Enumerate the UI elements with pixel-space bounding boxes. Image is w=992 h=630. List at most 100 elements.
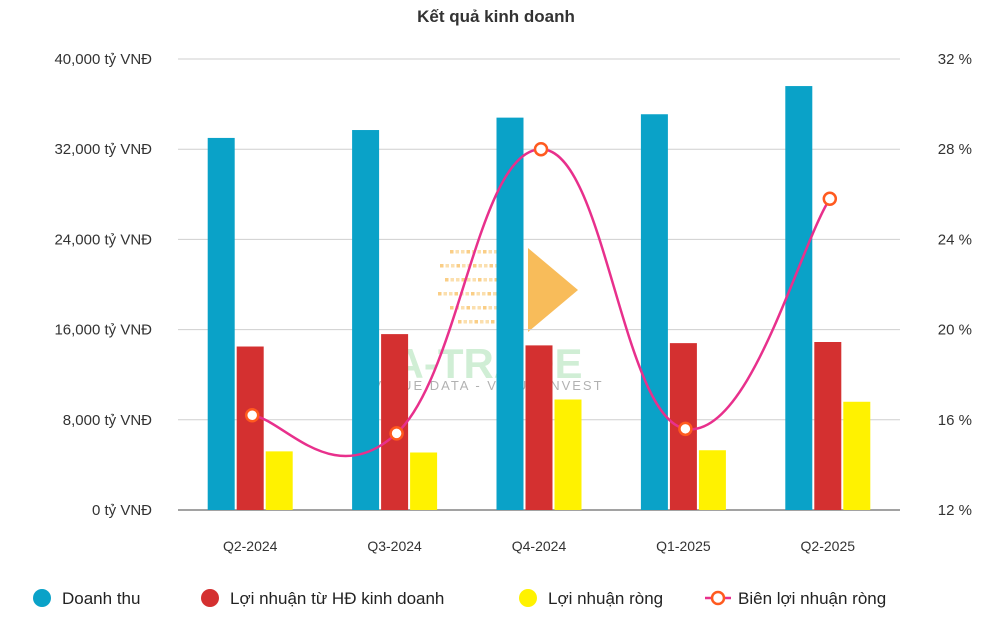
- y-left-tick-label: 24,000 tỷ VNĐ: [54, 231, 152, 248]
- watermark-dot: [469, 320, 473, 324]
- legend-marker: [201, 589, 219, 607]
- bar-loi-nhuan-hdkd: [525, 345, 553, 510]
- watermark-dot: [487, 292, 491, 296]
- chart-title: Kết quả kinh doanh: [417, 7, 575, 26]
- watermark-dot: [483, 250, 487, 254]
- watermark-dot: [491, 320, 495, 324]
- watermark-dot: [472, 306, 476, 310]
- y-left-tick-label: 32,000 tỷ VNĐ: [54, 141, 152, 158]
- watermark-dot: [473, 264, 477, 268]
- y-right-tick-label: 20 %: [938, 322, 972, 339]
- watermark-dot: [493, 292, 497, 296]
- watermark-dot: [476, 292, 480, 296]
- watermark-dot: [438, 292, 442, 296]
- y-right-tick-label: 16 %: [938, 412, 972, 429]
- bar-loi-nhuan-rong: [554, 399, 582, 510]
- legend-marker: [33, 589, 51, 607]
- legend-label: Doanh thu: [62, 589, 140, 608]
- watermark-dot: [472, 278, 476, 282]
- legend-label: Lợi nhuận ròng: [548, 589, 663, 608]
- watermark-dot: [450, 278, 454, 282]
- x-axis: Q2-2024 Q3-2024 Q4-2024 Q1-2025 Q2-2025: [223, 538, 855, 554]
- watermark-dot: [445, 278, 449, 282]
- bar-loi-nhuan-rong: [698, 450, 726, 510]
- legend-marker: [519, 589, 537, 607]
- y-right-tick-label: 12 %: [938, 502, 972, 519]
- y-left-tick-label: 40,000 tỷ VNĐ: [54, 51, 152, 68]
- watermark-dot: [488, 306, 492, 310]
- legend: Doanh thu Lợi nhuận từ HĐ kinh doanh Lợi n…: [33, 589, 886, 608]
- x-tick-label: Q2-2025: [801, 538, 856, 554]
- y-left-tick-label: 0 tỷ VNĐ: [92, 502, 152, 519]
- bar-doanh-thu: [785, 86, 813, 510]
- y-axis-left: 0 tỷ VNĐ 8,000 tỷ VNĐ 16,000 tỷ VNĐ 24,000 …: [54, 51, 152, 519]
- watermark-dot: [474, 320, 478, 324]
- watermark-dot: [462, 264, 466, 268]
- watermark-dot: [494, 250, 498, 254]
- watermark-dot: [489, 278, 493, 282]
- bar-loi-nhuan-hdkd: [236, 346, 264, 510]
- bar-doanh-thu: [640, 114, 668, 510]
- watermark-dot: [477, 250, 481, 254]
- margin-point: [678, 421, 693, 437]
- watermark-dot: [440, 264, 444, 268]
- watermark-dot: [467, 278, 471, 282]
- bar-loi-nhuan-hdkd: [381, 334, 409, 510]
- margin-line: [244, 141, 838, 458]
- bar-doanh-thu: [496, 117, 524, 510]
- bar-loi-nhuan-rong: [410, 452, 438, 510]
- watermark-dot: [478, 278, 482, 282]
- y-right-tick-label: 32 %: [938, 51, 972, 68]
- x-tick-label: Q3-2024: [367, 538, 422, 554]
- watermark-dot: [443, 292, 447, 296]
- bar-loi-nhuan-rong: [265, 451, 293, 510]
- legend-label: Biên lợi nhuận ròng: [738, 589, 886, 608]
- watermark-dot: [478, 264, 482, 268]
- bar-loi-nhuan-rong: [843, 401, 871, 510]
- y-right-tick-label: 24 %: [938, 231, 972, 248]
- margin-point: [244, 408, 260, 423]
- watermark-dot: [494, 278, 498, 282]
- x-tick-label: Q1-2025: [656, 538, 711, 554]
- watermark-dot: [461, 278, 465, 282]
- y-axis-right: 12 % 16 % 20 % 24 % 28 % 32 %: [938, 51, 972, 519]
- legend-label: Lợi nhuận từ HĐ kinh doanh: [230, 589, 444, 608]
- watermark-arrow-icon: [528, 248, 578, 332]
- y-right-tick-label: 28 %: [938, 141, 972, 158]
- watermark-dot: [466, 250, 470, 254]
- x-tick-label: Q4-2024: [512, 538, 567, 554]
- watermark-dot: [456, 278, 460, 282]
- watermark-dot: [450, 250, 454, 254]
- watermark-dot: [458, 320, 462, 324]
- watermark-dot: [454, 292, 458, 296]
- watermark-dot: [463, 320, 467, 324]
- watermark-dot: [465, 292, 469, 296]
- legend-marker: [710, 590, 726, 606]
- watermark-dot: [456, 264, 460, 268]
- bar-doanh-thu: [352, 130, 380, 510]
- watermark-dot: [477, 306, 481, 310]
- watermark-dot: [445, 264, 449, 268]
- y-left-tick-label: 8,000 tỷ VNĐ: [63, 412, 152, 429]
- watermark-dot: [480, 320, 484, 324]
- watermark-dot: [461, 306, 465, 310]
- watermark-dot: [466, 306, 470, 310]
- watermark-dot: [484, 264, 488, 268]
- watermark-dot: [450, 306, 454, 310]
- watermark-dot: [471, 292, 475, 296]
- watermark-dot: [485, 320, 489, 324]
- watermark-dot: [455, 250, 459, 254]
- margin-point: [533, 141, 549, 157]
- watermark-dot: [483, 306, 487, 310]
- watermark-dot: [483, 278, 487, 282]
- watermark-dot: [494, 306, 498, 310]
- watermark-dot: [451, 264, 455, 268]
- margin-point: [822, 191, 838, 207]
- watermark-dot: [482, 292, 486, 296]
- y-left-tick-label: 16,000 tỷ VNĐ: [54, 322, 152, 339]
- watermark-dot: [488, 250, 492, 254]
- bar-loi-nhuan-hdkd: [814, 342, 842, 510]
- margin-point: [389, 426, 404, 441]
- watermark-dot: [449, 292, 453, 296]
